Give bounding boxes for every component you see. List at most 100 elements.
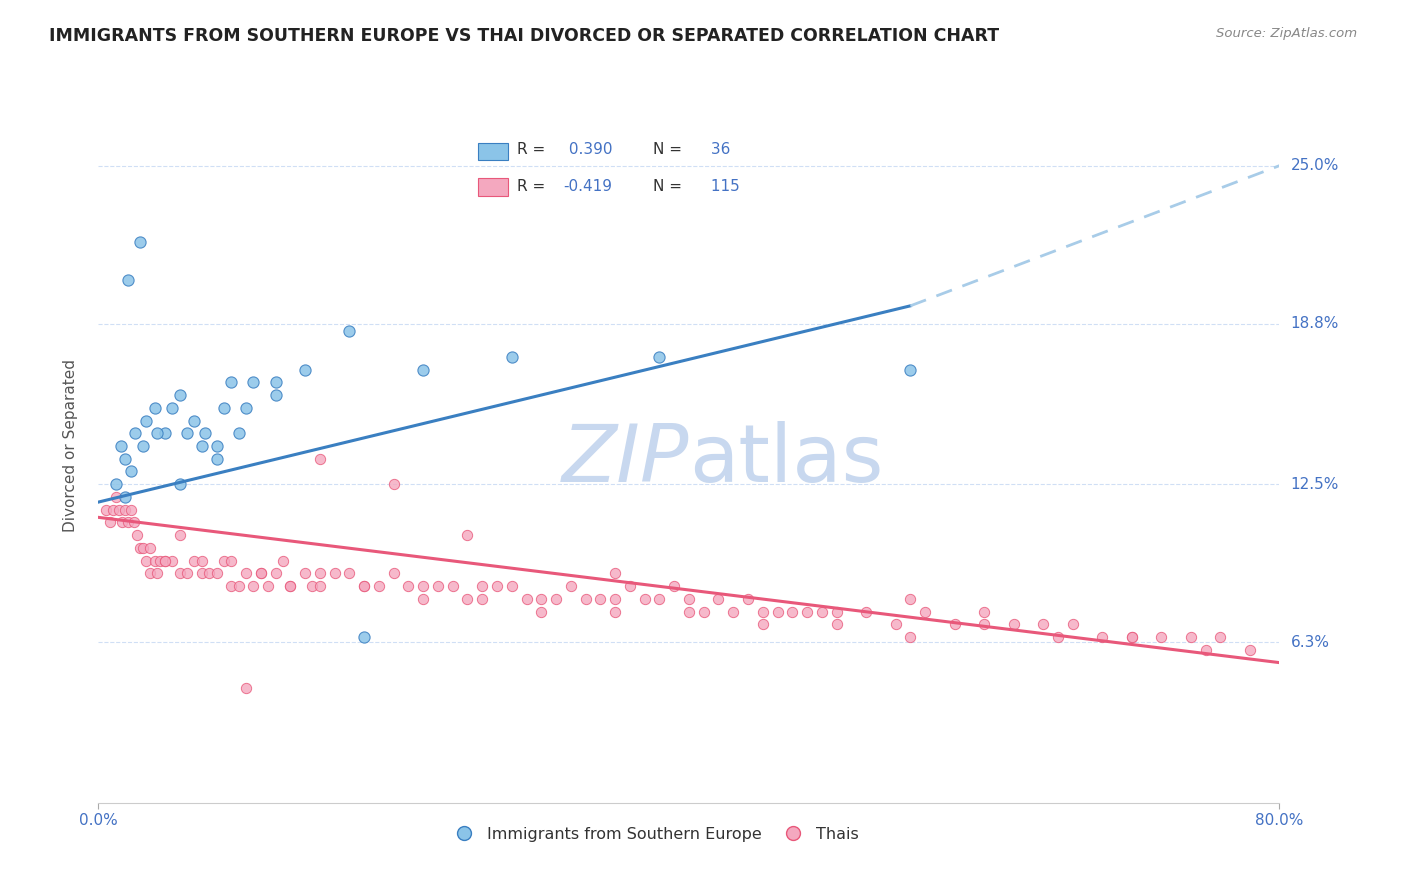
Point bbox=[825, 605, 848, 619]
Point bbox=[169, 566, 191, 581]
Point bbox=[183, 413, 205, 427]
Point bbox=[900, 591, 922, 606]
Point bbox=[264, 376, 287, 390]
Point bbox=[117, 516, 139, 530]
Point bbox=[457, 528, 479, 542]
Point bbox=[560, 579, 582, 593]
Point bbox=[257, 579, 280, 593]
Point bbox=[221, 579, 243, 593]
Point bbox=[457, 591, 479, 606]
Point bbox=[471, 591, 494, 606]
Point bbox=[486, 579, 509, 593]
Point bbox=[752, 605, 775, 619]
Point bbox=[1121, 630, 1143, 644]
Point bbox=[264, 566, 287, 581]
Point bbox=[1239, 643, 1261, 657]
Text: Source: ZipAtlas.com: Source: ZipAtlas.com bbox=[1216, 27, 1357, 40]
Point bbox=[1032, 617, 1054, 632]
Point bbox=[1091, 630, 1114, 644]
Point bbox=[120, 502, 142, 516]
Point bbox=[605, 591, 627, 606]
Point bbox=[707, 591, 730, 606]
Point bbox=[114, 490, 136, 504]
Point bbox=[398, 579, 420, 593]
Point bbox=[619, 579, 641, 593]
Point bbox=[139, 541, 162, 555]
Legend: Immigrants from Southern Europe, Thais: Immigrants from Southern Europe, Thais bbox=[441, 821, 865, 848]
Point bbox=[191, 439, 214, 453]
Point bbox=[900, 362, 922, 376]
Point bbox=[900, 630, 922, 644]
Point bbox=[339, 566, 361, 581]
Point bbox=[146, 426, 169, 441]
Point bbox=[176, 566, 198, 581]
Point bbox=[235, 566, 257, 581]
Point bbox=[132, 439, 155, 453]
Point bbox=[162, 554, 183, 568]
Point bbox=[117, 273, 139, 287]
Point bbox=[825, 617, 848, 632]
Point bbox=[111, 516, 134, 530]
Point bbox=[914, 605, 936, 619]
Point bbox=[128, 541, 150, 555]
Point bbox=[1209, 630, 1232, 644]
Point bbox=[294, 566, 316, 581]
Text: 12.5%: 12.5% bbox=[1291, 476, 1339, 491]
Point bbox=[796, 605, 818, 619]
Point bbox=[309, 451, 332, 466]
Point bbox=[648, 591, 671, 606]
Point bbox=[122, 516, 145, 530]
Point bbox=[678, 591, 700, 606]
Point bbox=[125, 528, 148, 542]
Point bbox=[280, 579, 302, 593]
Point bbox=[737, 591, 759, 606]
Point bbox=[128, 235, 150, 249]
Point bbox=[530, 605, 553, 619]
Point bbox=[884, 617, 907, 632]
Point bbox=[412, 362, 434, 376]
Point bbox=[693, 605, 716, 619]
Point bbox=[94, 502, 117, 516]
Point bbox=[221, 554, 243, 568]
Point bbox=[212, 554, 235, 568]
Point bbox=[323, 566, 346, 581]
Point bbox=[412, 591, 434, 606]
Point bbox=[103, 502, 125, 516]
Point bbox=[146, 566, 169, 581]
Point bbox=[132, 541, 155, 555]
Point bbox=[501, 579, 523, 593]
Point bbox=[634, 591, 657, 606]
Y-axis label: Divorced or Separated: Divorced or Separated bbox=[63, 359, 77, 533]
Point bbox=[135, 413, 157, 427]
Point bbox=[191, 554, 214, 568]
Point bbox=[811, 605, 834, 619]
Point bbox=[176, 426, 198, 441]
Point bbox=[139, 566, 162, 581]
Point bbox=[516, 591, 538, 606]
Point bbox=[605, 605, 627, 619]
Point bbox=[105, 477, 128, 491]
Point bbox=[412, 579, 434, 593]
Point bbox=[441, 579, 464, 593]
Text: IMMIGRANTS FROM SOUTHERN EUROPE VS THAI DIVORCED OR SEPARATED CORRELATION CHART: IMMIGRANTS FROM SOUTHERN EUROPE VS THAI … bbox=[49, 27, 1000, 45]
Point bbox=[427, 579, 450, 593]
Point bbox=[153, 554, 176, 568]
Point bbox=[1062, 617, 1084, 632]
Point bbox=[228, 579, 250, 593]
Point bbox=[242, 579, 264, 593]
Point bbox=[301, 579, 323, 593]
Point bbox=[235, 401, 257, 415]
Point bbox=[110, 439, 132, 453]
Point bbox=[98, 516, 121, 530]
Point bbox=[143, 554, 166, 568]
Point bbox=[191, 566, 214, 581]
Point bbox=[382, 477, 405, 491]
Point bbox=[114, 502, 136, 516]
Point bbox=[135, 554, 157, 568]
Point bbox=[766, 605, 789, 619]
Point bbox=[280, 579, 302, 593]
Point bbox=[353, 630, 375, 644]
Point bbox=[264, 388, 287, 402]
Point bbox=[153, 554, 176, 568]
Point bbox=[212, 401, 235, 415]
